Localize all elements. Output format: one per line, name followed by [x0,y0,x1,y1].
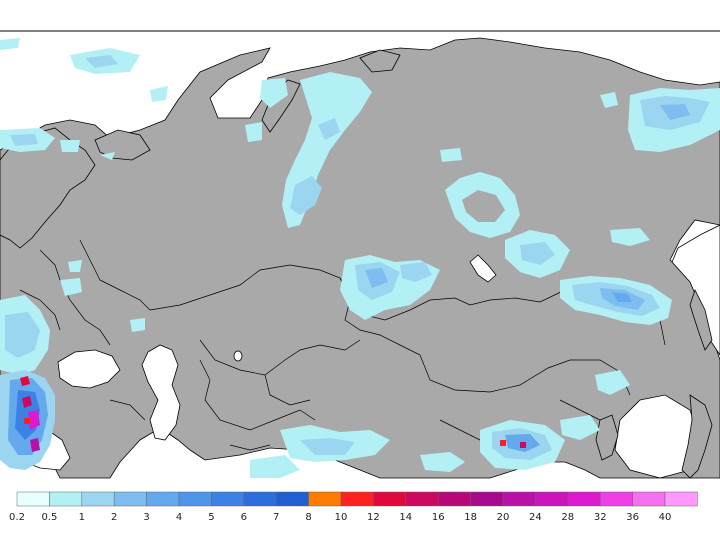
precipitation-map [0,30,720,479]
legend-tick-label: 0.2 [9,512,25,523]
legend-tick-label: 7 [273,512,279,523]
legend-swatch [470,491,504,507]
legend-swatch [49,491,83,507]
legend-tick-label: 28 [561,512,574,523]
legend-swatch [243,491,277,507]
legend-tick-label: 24 [529,512,542,523]
legend-swatch [632,491,666,507]
legend-swatch [81,491,115,507]
legend-swatch [178,491,212,507]
land-korea [595,414,619,461]
legend-swatch [146,491,180,507]
legend-tick-label: 20 [497,512,510,523]
legend-tick-label: 0.5 [41,512,57,523]
legend-tick-label: 40 [659,512,672,523]
legend-swatch [340,491,374,507]
precipitation-legend: 0.2 0.5 1 2 3 4 5 6 7 8 10 12 14 16 18 20 24 28 32 36 40 [9,491,698,523]
legend-swatches [16,491,698,507]
legend-tick-label: 8 [305,512,311,523]
legend-swatch [113,491,147,507]
legend-swatch [275,491,309,507]
legend-swatch [405,491,439,507]
legend-tick-label: 32 [594,512,607,523]
caspian-sea [141,344,181,441]
land-kamchatka [689,288,713,351]
legend-labels: 0.2 0.5 1 2 3 4 5 6 7 8 10 12 14 16 18 20 24 28 32 36 40 [9,512,671,523]
legend-swatch [308,491,342,507]
legend-swatch [567,491,601,507]
legend-tick-label: 5 [208,512,214,523]
legend-tick-label: 14 [399,512,412,523]
land-severnaya-zemlya [359,49,401,73]
legend-swatch [599,491,633,507]
black-sea [57,349,121,389]
legend-tick-label: 36 [626,512,639,523]
legend-tick-label: 1 [79,512,85,523]
land-kola [94,129,151,161]
legend-swatch [373,491,407,507]
legend-tick-label: 10 [335,512,348,523]
legend-tick-label: 16 [432,512,445,523]
legend-tick-label: 6 [241,512,247,523]
legend-swatch [211,491,245,507]
lake-baikal [469,254,497,283]
precipitation-areas [0,38,720,478]
legend-swatch [535,491,569,507]
land-japan [681,394,713,479]
legend-tick-label: 4 [176,512,182,523]
legend-swatch [664,491,698,507]
legend-tick-label: 12 [367,512,380,523]
legend-tick-label: 18 [464,512,477,523]
legend-swatch [16,491,50,507]
legend-swatch [502,491,536,507]
legend-tick-label: 2 [111,512,117,523]
legend-swatch [437,491,471,507]
aral-sea [233,350,243,362]
legend-tick-label: 3 [143,512,149,523]
